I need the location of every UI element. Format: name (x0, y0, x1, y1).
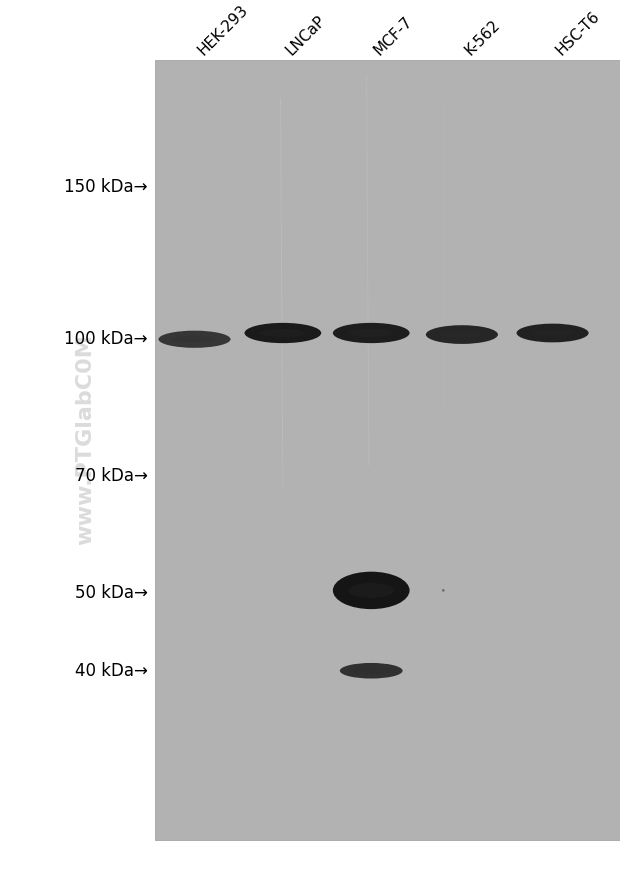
Ellipse shape (159, 331, 231, 348)
Ellipse shape (333, 323, 410, 343)
Ellipse shape (333, 572, 410, 609)
Text: HEK-293: HEK-293 (195, 3, 250, 58)
Ellipse shape (260, 329, 306, 337)
Text: 150 kDa→: 150 kDa→ (64, 178, 148, 196)
Ellipse shape (516, 324, 588, 342)
Text: LNCaP: LNCaP (283, 13, 328, 58)
Text: 50 kDa→: 50 kDa→ (74, 583, 148, 602)
Ellipse shape (442, 589, 445, 591)
Ellipse shape (348, 329, 394, 337)
Text: HSC-T6: HSC-T6 (552, 9, 602, 58)
Text: 70 kDa→: 70 kDa→ (74, 466, 148, 485)
Ellipse shape (440, 331, 484, 338)
Bar (0, 0, 155, 880)
Ellipse shape (348, 583, 394, 598)
Ellipse shape (352, 668, 390, 674)
Ellipse shape (340, 663, 402, 678)
Ellipse shape (173, 336, 216, 342)
Bar (155, 60, 620, 840)
Text: www.PTGlabC0M: www.PTGlabC0M (75, 334, 95, 546)
Text: K-562: K-562 (462, 18, 503, 58)
Ellipse shape (426, 326, 498, 344)
Text: 100 kDa→: 100 kDa→ (64, 330, 148, 348)
Ellipse shape (531, 329, 574, 337)
Ellipse shape (244, 323, 321, 343)
Bar (155, 0, 620, 60)
Text: 40 kDa→: 40 kDa→ (74, 662, 148, 679)
Text: MCF-7: MCF-7 (371, 14, 415, 58)
